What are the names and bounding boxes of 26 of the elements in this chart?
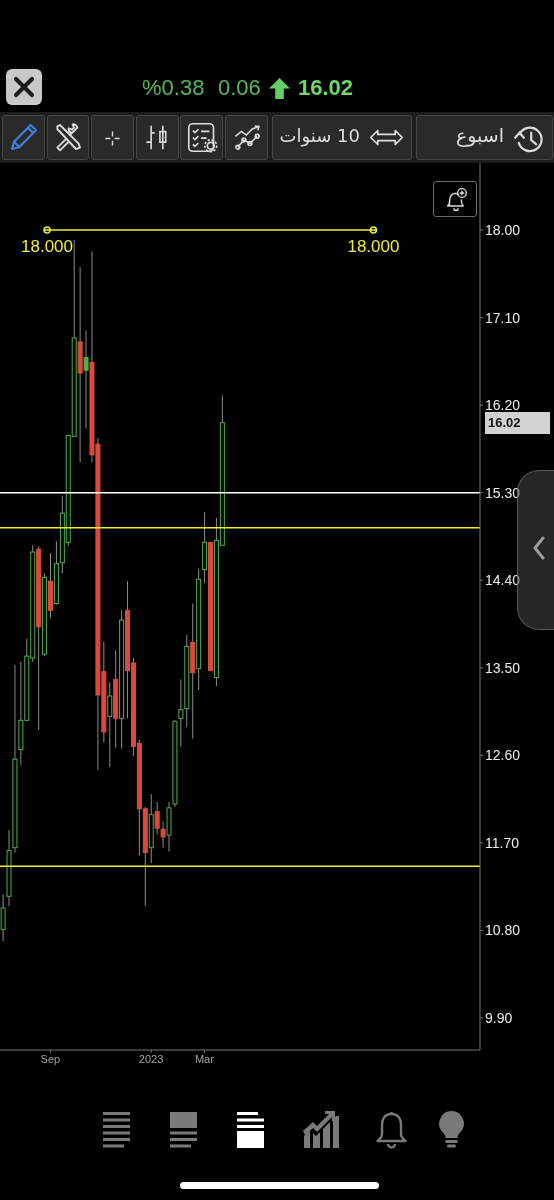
x-tick-label: Sep — [40, 1052, 61, 1065]
candlestick — [83, 329, 89, 430]
y-tick-label: 15.30 — [485, 484, 521, 501]
candlestick — [154, 801, 160, 835]
x-tick-label: Mar — [194, 1052, 215, 1065]
text: %0.38 — [142, 75, 205, 100]
x-tick-label: 2023 — [138, 1052, 164, 1065]
text: 10 سنوات — [279, 125, 360, 146]
y-tick-label: 18.00 — [485, 222, 521, 239]
text: 16.02 — [488, 414, 521, 430]
y-tick-label: 13.50 — [485, 659, 521, 676]
text: 18.000 — [21, 237, 74, 257]
y-tick-label: 16.20 — [485, 397, 521, 414]
text: 0.06 — [218, 75, 261, 100]
text: اسبوع — [454, 124, 504, 146]
y-tick-label: 17.10 — [485, 309, 521, 326]
candlestick — [178, 678, 184, 748]
y-tick-label: 12.60 — [485, 747, 521, 764]
legend-label: 18.000 — [347, 237, 400, 257]
candlestick — [107, 681, 113, 768]
y-tick-label: 11.70 — [485, 834, 520, 851]
text: 16.02 — [298, 75, 354, 100]
y-tick-label: 14.40 — [485, 572, 521, 589]
y-tick-label: 9.90 — [485, 1009, 513, 1026]
y-tick-label: 10.80 — [485, 922, 521, 939]
candlestick — [160, 820, 166, 849]
